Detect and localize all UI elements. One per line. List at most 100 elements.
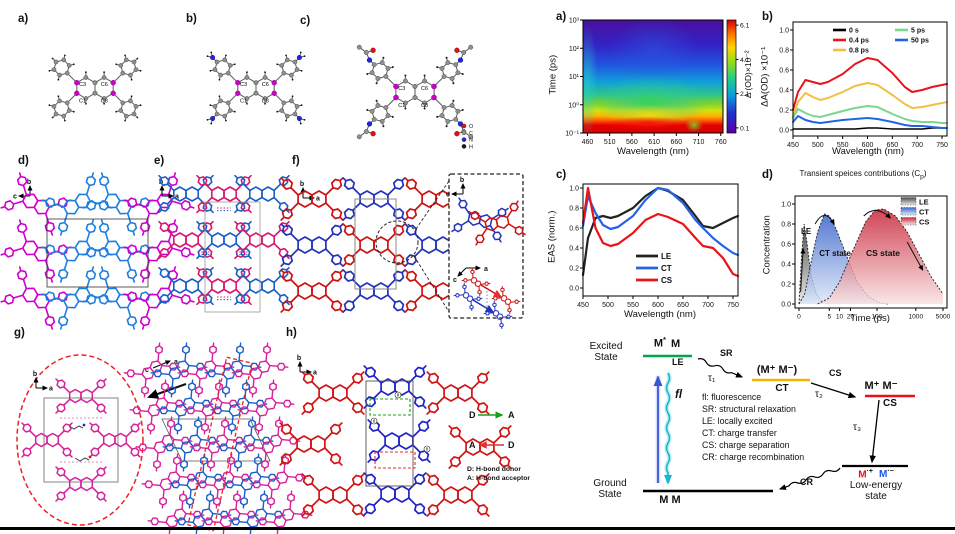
x-tick-label: 5000 bbox=[936, 314, 951, 321]
flow-arrow bbox=[863, 210, 891, 219]
atom-C bbox=[422, 100, 428, 106]
legend-label-LE: LE bbox=[661, 252, 672, 261]
atom-C bbox=[128, 98, 133, 104]
solvent-molecule bbox=[74, 455, 92, 462]
atom-C bbox=[225, 100, 231, 106]
eas-chart: 450 500 550 600 650 700 750 0.0 0.2 0.4 0.6 0.8 1.0 L… bbox=[569, 183, 740, 309]
excited-state-label-1: Excited bbox=[589, 341, 623, 352]
symmetry-mark-circle bbox=[370, 417, 378, 425]
fluorescence-wavy-arrow bbox=[664, 372, 672, 485]
atom-C bbox=[120, 100, 126, 106]
atom-C bbox=[439, 113, 445, 119]
atom-C bbox=[222, 113, 228, 119]
packing-molecule bbox=[342, 177, 406, 221]
energy-diagram-canvas bbox=[643, 354, 915, 493]
x-tick-label: 660 bbox=[670, 139, 682, 146]
unit-cell-e bbox=[204, 201, 261, 313]
atom-H bbox=[209, 69, 212, 72]
atom-X bbox=[110, 90, 116, 96]
atom-H bbox=[366, 109, 369, 111]
atom-X bbox=[393, 83, 399, 90]
atom-H bbox=[218, 95, 221, 98]
inset-box-f bbox=[448, 173, 524, 319]
atom-C bbox=[101, 75, 107, 80]
cr-label: CR bbox=[800, 477, 813, 487]
cr-wavy-arrow bbox=[778, 467, 841, 490]
atom-label: C3 bbox=[398, 86, 405, 92]
packing-molecule bbox=[189, 416, 247, 472]
radical-cation-m: M bbox=[858, 469, 867, 481]
axis-indicator bbox=[159, 185, 174, 199]
packing-molecule bbox=[280, 223, 344, 267]
atom-C bbox=[363, 129, 369, 134]
radical-anion-sup: ·− bbox=[887, 468, 894, 475]
inplot-label-CS-state: CS state bbox=[866, 248, 900, 258]
axis-indicator bbox=[33, 377, 48, 391]
eas-xlabel: Wavelength (nm) bbox=[624, 309, 696, 320]
atom-C bbox=[53, 111, 59, 117]
atom-label: C8 bbox=[262, 98, 269, 104]
atom-H bbox=[48, 69, 51, 72]
atom-H bbox=[276, 110, 279, 113]
packing-molecule bbox=[210, 379, 268, 435]
colorbar-tick-label: 0.1 bbox=[740, 125, 750, 132]
panel-a-label: a) bbox=[18, 13, 29, 25]
atom-C bbox=[227, 63, 233, 68]
excited-species-label: M* M bbox=[639, 336, 695, 350]
series-line-0.8-ps bbox=[792, 82, 948, 118]
axis-letter-a: a bbox=[174, 359, 178, 366]
dimer-shift-arrow-red bbox=[480, 284, 503, 298]
donor-acceptor-box-green bbox=[369, 398, 411, 416]
atom-C bbox=[83, 75, 89, 80]
atom-H bbox=[299, 122, 302, 125]
bottom-rule bbox=[0, 527, 955, 530]
packing-molecule bbox=[177, 342, 235, 398]
atom-C bbox=[133, 104, 139, 109]
x-tick-label: 600 bbox=[652, 302, 664, 308]
eas-ylabel: EAS (norm.) bbox=[546, 210, 558, 263]
panel-b-label: b) bbox=[186, 13, 197, 25]
title-close: ) bbox=[923, 169, 927, 178]
atom-C bbox=[468, 134, 474, 140]
atom-C bbox=[289, 98, 294, 104]
atom-H bbox=[299, 51, 302, 54]
def-cs: CS: charge separation bbox=[702, 440, 790, 450]
atom-N bbox=[296, 115, 302, 122]
axis-letter-h: a bbox=[313, 370, 317, 377]
y-tick-label: 0.6 bbox=[569, 226, 579, 233]
atom-H bbox=[225, 54, 227, 57]
hbond-legend-D1: D bbox=[469, 410, 476, 420]
x-tick-label: 760 bbox=[715, 139, 727, 146]
ta-heatmap-chart: 460 510 560 610 660 710 760 10⁻¹ 10⁰ 10¹ 10² 10³ 6.1… bbox=[565, 18, 750, 147]
hbond-legend-A2: A bbox=[469, 440, 476, 450]
atom-C bbox=[453, 116, 459, 122]
atom-H bbox=[85, 102, 87, 105]
legend-swatch-LE bbox=[900, 197, 917, 206]
atom-C bbox=[64, 100, 70, 106]
atom-C bbox=[289, 72, 294, 78]
atom-C bbox=[262, 96, 268, 101]
legend-swatch-CT bbox=[900, 207, 917, 216]
atom-X bbox=[393, 94, 399, 101]
packing-molecule bbox=[234, 266, 290, 306]
symmetry-mark-number: 8 bbox=[373, 419, 376, 424]
axis-letter-d: c bbox=[453, 277, 457, 284]
y-tick-label: 0.2 bbox=[569, 266, 579, 273]
plot-frame bbox=[794, 195, 948, 309]
atom-C bbox=[64, 70, 70, 76]
atom-H bbox=[218, 78, 221, 81]
x-tick-label: 560 bbox=[626, 139, 638, 146]
atom-H bbox=[57, 78, 60, 81]
atom-H bbox=[210, 51, 213, 54]
series-line-CT bbox=[581, 186, 740, 257]
y-tick-label: 1.0 bbox=[781, 202, 791, 209]
ta-heatmap-panel: 460 510 560 610 660 710 760 10⁻¹ 10⁰ 10¹ 10² 10³ 6.1… bbox=[540, 8, 755, 168]
atom-C bbox=[385, 113, 391, 119]
inplot-label-CT-state: CT state bbox=[819, 249, 851, 258]
axis-letter-v: b bbox=[33, 371, 37, 378]
packing-molecule bbox=[342, 269, 406, 313]
atom-C bbox=[61, 57, 67, 63]
colorbar-tick-label: 2.1 bbox=[740, 91, 750, 98]
atom-C bbox=[227, 108, 233, 113]
